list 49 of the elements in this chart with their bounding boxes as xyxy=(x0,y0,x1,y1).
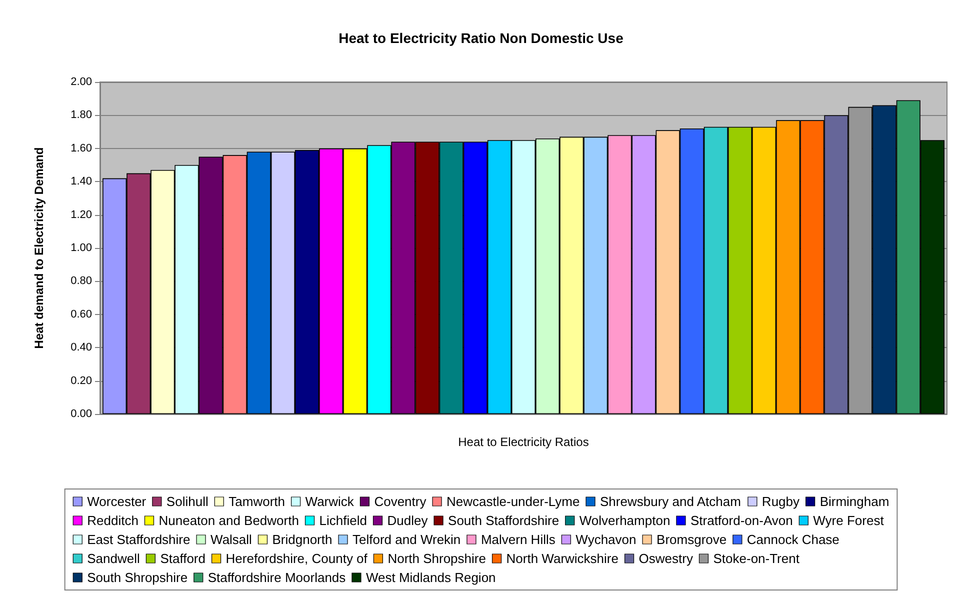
legend-label: Tamworth xyxy=(228,494,285,509)
legend-label: Wyre Forest xyxy=(813,513,884,528)
x-axis-title: Heat to Electricity Ratios xyxy=(458,435,589,449)
legend-label: Bromsgrove xyxy=(656,532,727,547)
y-tick-label: 1.40 xyxy=(70,176,92,188)
y-tick-label: 1.20 xyxy=(70,208,92,221)
legend-label: South Shropshire xyxy=(87,570,188,585)
legend-label: Lichfield xyxy=(319,513,367,528)
chart-title: Heat to Electricity Ratio Non Domestic Use xyxy=(338,30,624,46)
legend-label: Rugby xyxy=(762,494,800,509)
legend-label: Shrewsbury and Atcham xyxy=(600,494,741,509)
legend-label: Birmingham xyxy=(820,494,890,509)
legend-label: Solihull xyxy=(166,494,208,509)
legend-label: Wolverhampton xyxy=(579,513,670,528)
legend-label: Telford and Wrekin xyxy=(352,532,461,547)
legend-label: Herefordshire, County of xyxy=(226,551,368,566)
legend-label: Stratford-on-Avon xyxy=(690,513,793,528)
y-tick-label: 1.80 xyxy=(70,109,92,122)
legend-label: North Shropshire xyxy=(388,551,486,566)
legend-label: Stoke-on-Trent xyxy=(713,551,800,566)
y-tick-label: 0.80 xyxy=(70,275,92,288)
legend-label: Newcastle-under-Lyme xyxy=(446,494,580,509)
y-axis-title: Heat demand to Electricity Demand xyxy=(32,147,46,349)
y-tick-label: 1.60 xyxy=(70,142,92,154)
legend-label: Dudley xyxy=(387,513,428,528)
y-tick-label: 0.20 xyxy=(70,374,92,387)
y-tick-label: 1.00 xyxy=(70,242,92,254)
legend-label: Bridgnorth xyxy=(272,532,332,547)
legend-label: Walsall xyxy=(210,532,252,547)
legend-label: Warwick xyxy=(305,494,354,509)
legend-label: South Staffordshire xyxy=(448,513,560,528)
y-tick-label: 0.00 xyxy=(70,408,92,420)
legend-label: East Staffordshire xyxy=(87,532,190,547)
legend-label: Stafford xyxy=(160,551,206,566)
legend-label: Sandwell xyxy=(87,551,140,566)
y-tick-label: 0.60 xyxy=(70,308,92,320)
y-tick-label: 2.00 xyxy=(70,76,92,88)
legend-label: Oswestry xyxy=(638,551,694,566)
legend-label: North Warwickshire xyxy=(506,551,618,566)
legend-label: Cannock Chase xyxy=(746,532,840,547)
legend-label: Wychavon xyxy=(576,532,636,547)
legend-label: Malvern Hills xyxy=(480,532,556,547)
legend-label: Staffordshire Moorlands xyxy=(208,570,346,585)
legend-label: Nuneaton and Bedworth xyxy=(158,513,299,528)
legend-label: Worcester xyxy=(87,494,147,509)
legend-label: West Midlands Region xyxy=(366,570,496,585)
legend-label: Redditch xyxy=(87,513,138,528)
y-tick-label: 0.40 xyxy=(70,342,92,354)
legend-label: Coventry xyxy=(374,494,427,509)
